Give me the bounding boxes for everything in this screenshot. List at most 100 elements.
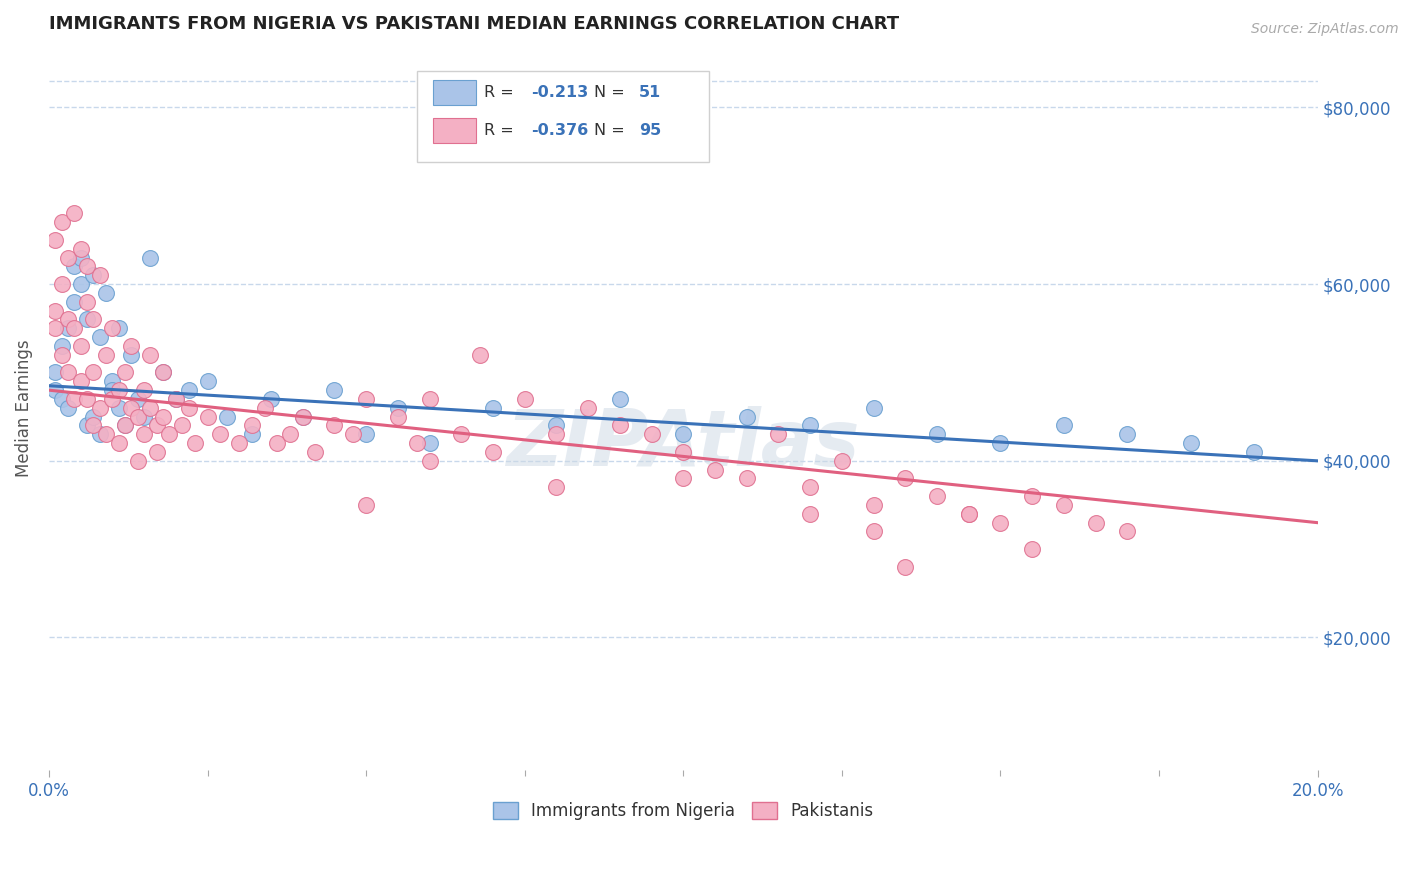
- Point: [1053, 498, 1076, 512]
- Point: [197, 409, 219, 424]
- Point: [132, 427, 155, 442]
- Point: [44, 366, 66, 380]
- Text: IMMIGRANTS FROM NIGERIA VS PAKISTANI MEDIAN EARNINGS CORRELATION CHART: IMMIGRANTS FROM NIGERIA VS PAKISTANI MED…: [49, 15, 898, 33]
- Point: [990, 516, 1012, 530]
- Point: [107, 321, 129, 335]
- Point: [419, 436, 441, 450]
- Point: [132, 383, 155, 397]
- Text: Source: ZipAtlas.com: Source: ZipAtlas.com: [1251, 22, 1399, 37]
- Point: [1116, 524, 1139, 539]
- Point: [132, 409, 155, 424]
- Point: [576, 401, 599, 415]
- Point: [862, 498, 884, 512]
- Point: [159, 427, 181, 442]
- Point: [107, 401, 129, 415]
- Point: [89, 401, 111, 415]
- Point: [107, 436, 129, 450]
- Text: N =: N =: [595, 123, 626, 138]
- Point: [354, 427, 377, 442]
- Text: 95: 95: [638, 123, 661, 138]
- Point: [69, 251, 91, 265]
- Point: [1021, 489, 1043, 503]
- Point: [228, 436, 250, 450]
- Point: [152, 366, 174, 380]
- Point: [56, 321, 79, 335]
- Point: [76, 294, 98, 309]
- Point: [114, 366, 136, 380]
- Point: [114, 418, 136, 433]
- Point: [609, 418, 631, 433]
- Point: [470, 348, 492, 362]
- Point: [139, 251, 162, 265]
- Point: [107, 383, 129, 397]
- Point: [63, 321, 86, 335]
- Point: [1084, 516, 1107, 530]
- Point: [672, 427, 695, 442]
- Point: [342, 427, 364, 442]
- Point: [56, 312, 79, 326]
- Point: [768, 427, 790, 442]
- Point: [120, 339, 142, 353]
- Point: [672, 471, 695, 485]
- Point: [76, 418, 98, 433]
- Point: [260, 392, 283, 406]
- Point: [44, 233, 66, 247]
- Point: [957, 507, 980, 521]
- Text: 51: 51: [638, 86, 661, 100]
- Point: [240, 418, 263, 433]
- Point: [51, 348, 73, 362]
- Point: [101, 321, 124, 335]
- Text: -0.213: -0.213: [531, 86, 588, 100]
- Point: [735, 409, 758, 424]
- Point: [63, 294, 86, 309]
- Text: -0.376: -0.376: [531, 123, 588, 138]
- Point: [89, 427, 111, 442]
- Point: [894, 559, 917, 574]
- Point: [450, 427, 472, 442]
- Point: [1243, 445, 1265, 459]
- Point: [482, 401, 505, 415]
- Point: [120, 401, 142, 415]
- Text: N =: N =: [595, 86, 626, 100]
- Point: [69, 242, 91, 256]
- Point: [82, 418, 104, 433]
- Point: [165, 392, 187, 406]
- Point: [266, 436, 288, 450]
- Point: [177, 401, 200, 415]
- Point: [215, 409, 238, 424]
- Point: [177, 383, 200, 397]
- Point: [63, 392, 86, 406]
- Point: [82, 268, 104, 283]
- Point: [76, 392, 98, 406]
- Point: [799, 480, 821, 494]
- Point: [114, 418, 136, 433]
- Point: [101, 375, 124, 389]
- Point: [387, 401, 409, 415]
- Point: [139, 401, 162, 415]
- Point: [127, 392, 149, 406]
- Point: [51, 215, 73, 229]
- Y-axis label: Median Earnings: Median Earnings: [15, 339, 32, 476]
- Point: [197, 375, 219, 389]
- Point: [546, 427, 568, 442]
- Point: [51, 392, 73, 406]
- Point: [513, 392, 536, 406]
- Point: [253, 401, 276, 415]
- Point: [323, 418, 346, 433]
- Point: [82, 312, 104, 326]
- Point: [56, 366, 79, 380]
- Point: [127, 409, 149, 424]
- Point: [51, 277, 73, 292]
- Text: R =: R =: [484, 123, 513, 138]
- Point: [990, 436, 1012, 450]
- Point: [127, 454, 149, 468]
- Point: [44, 303, 66, 318]
- Point: [51, 339, 73, 353]
- Point: [1116, 427, 1139, 442]
- Point: [291, 409, 314, 424]
- FancyBboxPatch shape: [433, 80, 477, 105]
- Point: [209, 427, 232, 442]
- Point: [546, 480, 568, 494]
- Point: [82, 366, 104, 380]
- Point: [152, 366, 174, 380]
